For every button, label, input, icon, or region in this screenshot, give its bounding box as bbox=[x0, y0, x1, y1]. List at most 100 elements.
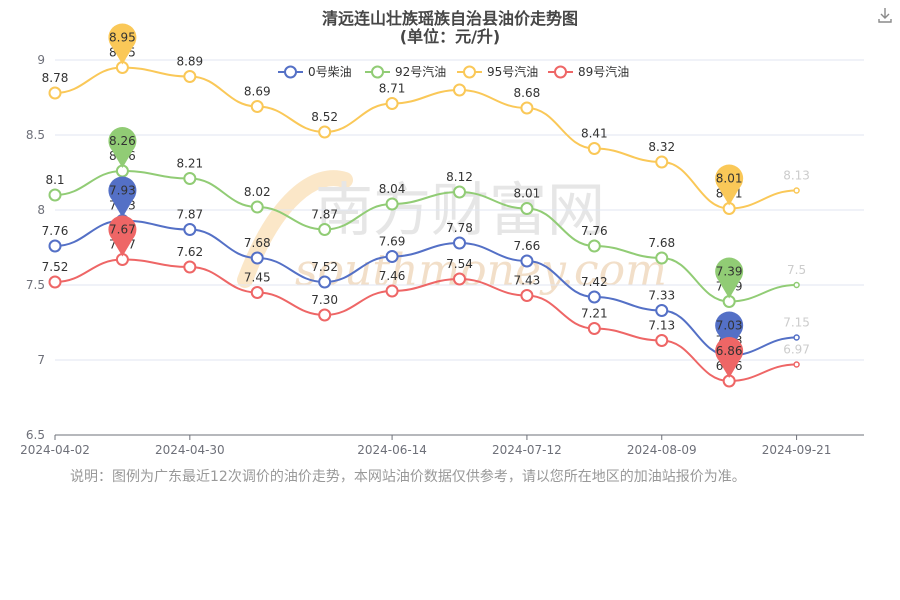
data-label: 8.04 bbox=[379, 182, 406, 196]
data-label: 7.76 bbox=[42, 224, 69, 238]
data-point bbox=[48, 86, 62, 100]
data-label: 7.5 bbox=[787, 263, 806, 277]
data-point bbox=[793, 334, 800, 341]
marker-pin-head bbox=[715, 164, 744, 193]
data-label: 8.21 bbox=[176, 157, 203, 171]
data-label: 8.32 bbox=[648, 140, 675, 154]
data-point bbox=[587, 322, 601, 335]
data-label: 7.76 bbox=[581, 224, 608, 238]
series-line bbox=[54, 169, 797, 303]
marker-pin-tail bbox=[111, 238, 133, 257]
data-point bbox=[250, 286, 264, 299]
data-point bbox=[48, 188, 62, 202]
data-point bbox=[183, 70, 197, 83]
data-label: 7.21 bbox=[581, 307, 608, 321]
chart-subtitle: (单位：元/升) bbox=[399, 27, 501, 46]
data-label: 8.89 bbox=[176, 55, 203, 69]
data-point bbox=[587, 239, 601, 253]
data-point bbox=[793, 361, 800, 368]
data-point bbox=[183, 223, 197, 236]
data-label: 7.45 bbox=[244, 271, 271, 285]
data-label: 6.97 bbox=[783, 343, 810, 357]
marker-label: 8.26 bbox=[109, 134, 136, 148]
x-tick-label: 2024-09-21 bbox=[762, 443, 832, 457]
data-label: 8.69 bbox=[244, 85, 271, 99]
data-point bbox=[250, 200, 264, 214]
legend-marker bbox=[284, 65, 297, 79]
data-point bbox=[385, 197, 399, 211]
legend-item[interactable]: 0号柴油 bbox=[278, 65, 352, 79]
marker-pin: 8.95 bbox=[108, 23, 137, 65]
legend-marker bbox=[371, 65, 384, 79]
data-label: 8.71 bbox=[379, 82, 406, 96]
data-label: 8.12 bbox=[446, 170, 473, 184]
data-point bbox=[318, 308, 332, 322]
marker-pin-head bbox=[108, 23, 137, 52]
marker-label: 7.03 bbox=[716, 319, 743, 333]
data-label: 7.52 bbox=[42, 260, 69, 274]
chart-title: 清远连山壮族瑶族自治县油价走势图 bbox=[321, 9, 578, 28]
marker-pin-tail bbox=[111, 150, 133, 168]
legend-item[interactable]: 92号汽油 bbox=[365, 64, 446, 79]
data-point bbox=[655, 251, 669, 265]
data-point bbox=[587, 142, 601, 155]
legend-item[interactable]: 89号汽油 bbox=[548, 64, 629, 79]
data-label: 8.68 bbox=[514, 86, 541, 100]
data-label: 7.13 bbox=[648, 319, 675, 333]
legend-label: 89号汽油 bbox=[578, 64, 629, 79]
data-label: 7.69 bbox=[379, 235, 406, 249]
marker-label: 7.39 bbox=[716, 265, 743, 279]
data-point bbox=[385, 97, 399, 110]
x-tick-label: 2024-08-09 bbox=[627, 443, 697, 457]
legend-label: 92号汽油 bbox=[395, 64, 446, 79]
data-point bbox=[520, 254, 534, 268]
series-line bbox=[54, 66, 797, 210]
data-point bbox=[385, 284, 399, 298]
data-point bbox=[655, 304, 669, 317]
marker-pin-head bbox=[715, 311, 744, 340]
data-point bbox=[793, 281, 800, 289]
data-label: 8.78 bbox=[42, 71, 69, 85]
marker-pin-head bbox=[715, 337, 744, 365]
data-point bbox=[453, 272, 466, 286]
marker-label: 6.86 bbox=[716, 344, 743, 358]
marker-label: 8.95 bbox=[109, 31, 136, 45]
data-label: 8.1 bbox=[45, 173, 64, 187]
data-label: 7.54 bbox=[446, 257, 473, 271]
data-label: 7.87 bbox=[176, 208, 203, 222]
data-label: 7.87 bbox=[311, 208, 338, 222]
data-label: 8.02 bbox=[244, 185, 271, 199]
data-point bbox=[655, 155, 669, 169]
data-point bbox=[453, 236, 466, 250]
y-tick-label: 8.5 bbox=[26, 128, 45, 142]
data-label: 8.01 bbox=[514, 187, 541, 201]
marker-pin: 8.01 bbox=[715, 164, 744, 206]
data-point bbox=[318, 125, 332, 139]
data-label: 8.13 bbox=[783, 169, 810, 183]
marker-pin: 6.86 bbox=[715, 337, 744, 378]
download-icon[interactable] bbox=[876, 6, 894, 24]
marker-label: 7.67 bbox=[109, 223, 136, 237]
y-tick-label: 7.5 bbox=[26, 278, 45, 292]
marker-pin-head bbox=[715, 257, 744, 286]
marker-pin-tail bbox=[718, 187, 740, 206]
data-point bbox=[250, 100, 264, 113]
data-label: 8.41 bbox=[581, 127, 608, 141]
marker-pin: 8.26 bbox=[108, 127, 137, 168]
legend-item[interactable]: 95号汽油 bbox=[457, 64, 538, 79]
data-point bbox=[318, 275, 332, 289]
marker-label: 8.01 bbox=[716, 172, 743, 186]
footnote: 说明：图例为广东最近12次调价的油价走势，本网站油价数据仅供参考，请以您所在地区… bbox=[70, 469, 746, 485]
legend-label: 0号柴油 bbox=[308, 65, 352, 79]
data-label: 7.62 bbox=[176, 245, 203, 259]
data-point bbox=[385, 250, 399, 263]
marker-pin-tail bbox=[111, 199, 133, 218]
data-label: 7.15 bbox=[783, 316, 810, 330]
data-label: 8.52 bbox=[311, 110, 338, 124]
x-tick-label: 2024-04-30 bbox=[155, 443, 225, 457]
x-tick-label: 2024-04-02 bbox=[20, 443, 90, 457]
data-point bbox=[587, 290, 601, 304]
data-point bbox=[183, 172, 197, 185]
data-label: 7.78 bbox=[446, 221, 473, 235]
marker-pin-head bbox=[108, 176, 137, 205]
